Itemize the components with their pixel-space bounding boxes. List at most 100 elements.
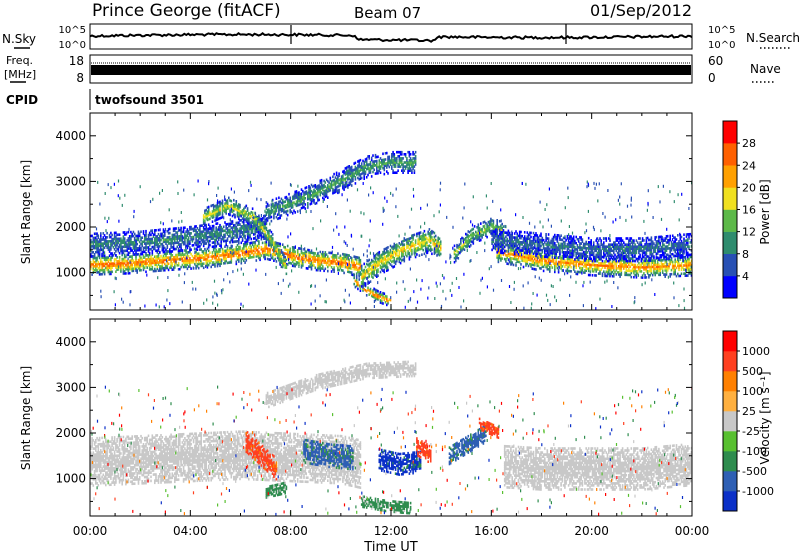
power-cell: [472, 233, 475, 237]
power-cell: [488, 220, 491, 223]
power-cell: [123, 249, 126, 253]
power-cell: [364, 172, 367, 176]
power-cell: [294, 252, 296, 256]
power-cell: [302, 256, 304, 259]
power-cell: [348, 169, 350, 172]
power-cell: [369, 261, 372, 265]
power-cell: [113, 241, 116, 245]
power-cell: [273, 245, 275, 249]
power-cell: [393, 246, 396, 250]
power-cell: [202, 220, 205, 223]
power-cell: [360, 266, 363, 270]
power-cell: [293, 201, 295, 204]
power-cell: [348, 260, 350, 264]
power-cell: [413, 250, 416, 253]
power-cell: [195, 237, 197, 240]
power-cell: [552, 260, 555, 263]
power-cell: [338, 184, 340, 188]
power-cell: [222, 257, 225, 261]
power-cell: [621, 265, 624, 268]
power-cell: [360, 264, 363, 268]
power-cell: [510, 246, 512, 250]
power-cell: [145, 229, 147, 233]
power-cell: [288, 261, 290, 265]
power-cell: [332, 175, 334, 179]
power-cell: [376, 161, 378, 165]
power-cell: [171, 268, 174, 271]
power-cell: [112, 241, 115, 245]
power-cell: [207, 243, 210, 247]
power-cell: [138, 248, 141, 252]
power-cell: [562, 263, 565, 266]
power-cell: [239, 210, 241, 213]
power-cell: [557, 268, 560, 272]
power-cell: [205, 262, 207, 265]
power-cell: [186, 251, 189, 254]
power-cell: [140, 242, 142, 246]
power-cell: [378, 257, 381, 260]
power-cell: [402, 167, 404, 170]
power-cell: [411, 252, 413, 256]
power-cell: [250, 227, 253, 230]
power-cell: [404, 253, 407, 256]
power-cell: [215, 254, 217, 258]
power-cell: [122, 245, 125, 249]
power-cell: [97, 248, 100, 252]
power-cell: [465, 241, 467, 244]
power-cell: [370, 158, 373, 162]
power-cell: [248, 227, 250, 231]
power-cell: [271, 252, 274, 256]
power-cell: [392, 161, 394, 164]
power-cell: [666, 269, 669, 272]
power-cell: [618, 265, 620, 268]
power-cell: [608, 268, 610, 272]
power-cell: [137, 230, 140, 234]
power-cell: [189, 232, 191, 235]
power-cell: [318, 260, 320, 264]
power-cell: [423, 238, 426, 241]
power-cell: [536, 262, 539, 265]
power-cell: [111, 239, 113, 243]
power-cell: [555, 256, 557, 259]
power-cell: [164, 238, 166, 242]
power-cell: [433, 237, 436, 241]
power-cell: [286, 250, 289, 254]
power-cell: [121, 247, 123, 251]
power-cell: [609, 262, 611, 266]
power-cell: [215, 212, 217, 216]
power-cell: [619, 273, 621, 276]
power-cell: [403, 243, 406, 246]
power-cell: [187, 251, 190, 254]
power-cell: [249, 216, 251, 220]
power-cell: [142, 232, 145, 235]
power-cell: [100, 258, 102, 262]
power-cell: [481, 236, 483, 239]
power-cell: [569, 261, 571, 265]
power-cell: [581, 269, 584, 272]
power-cell: [212, 246, 215, 250]
power-cell: [249, 256, 251, 259]
power-cell: [167, 232, 170, 235]
power-cell: [244, 240, 246, 244]
power-cell: [643, 268, 645, 271]
power-cell: [358, 173, 360, 177]
power-cell: [599, 264, 601, 267]
power-cell: [260, 246, 263, 249]
power-cell: [165, 240, 167, 243]
power-cell: [266, 247, 269, 251]
power-cell: [571, 259, 574, 263]
power-cell: [126, 259, 128, 263]
power-cell: [552, 252, 555, 255]
power-cell: [132, 241, 135, 244]
power-cell: [280, 265, 283, 269]
power-cell: [408, 161, 411, 164]
power-cell: [378, 263, 381, 266]
power-cell: [118, 257, 121, 261]
power-cell: [334, 254, 337, 257]
power-cell: [265, 222, 268, 226]
power-cell: [145, 232, 147, 235]
power-cell: [384, 164, 387, 167]
power-cell: [107, 268, 110, 272]
power-cell: [293, 250, 295, 253]
power-cell: [160, 254, 162, 258]
